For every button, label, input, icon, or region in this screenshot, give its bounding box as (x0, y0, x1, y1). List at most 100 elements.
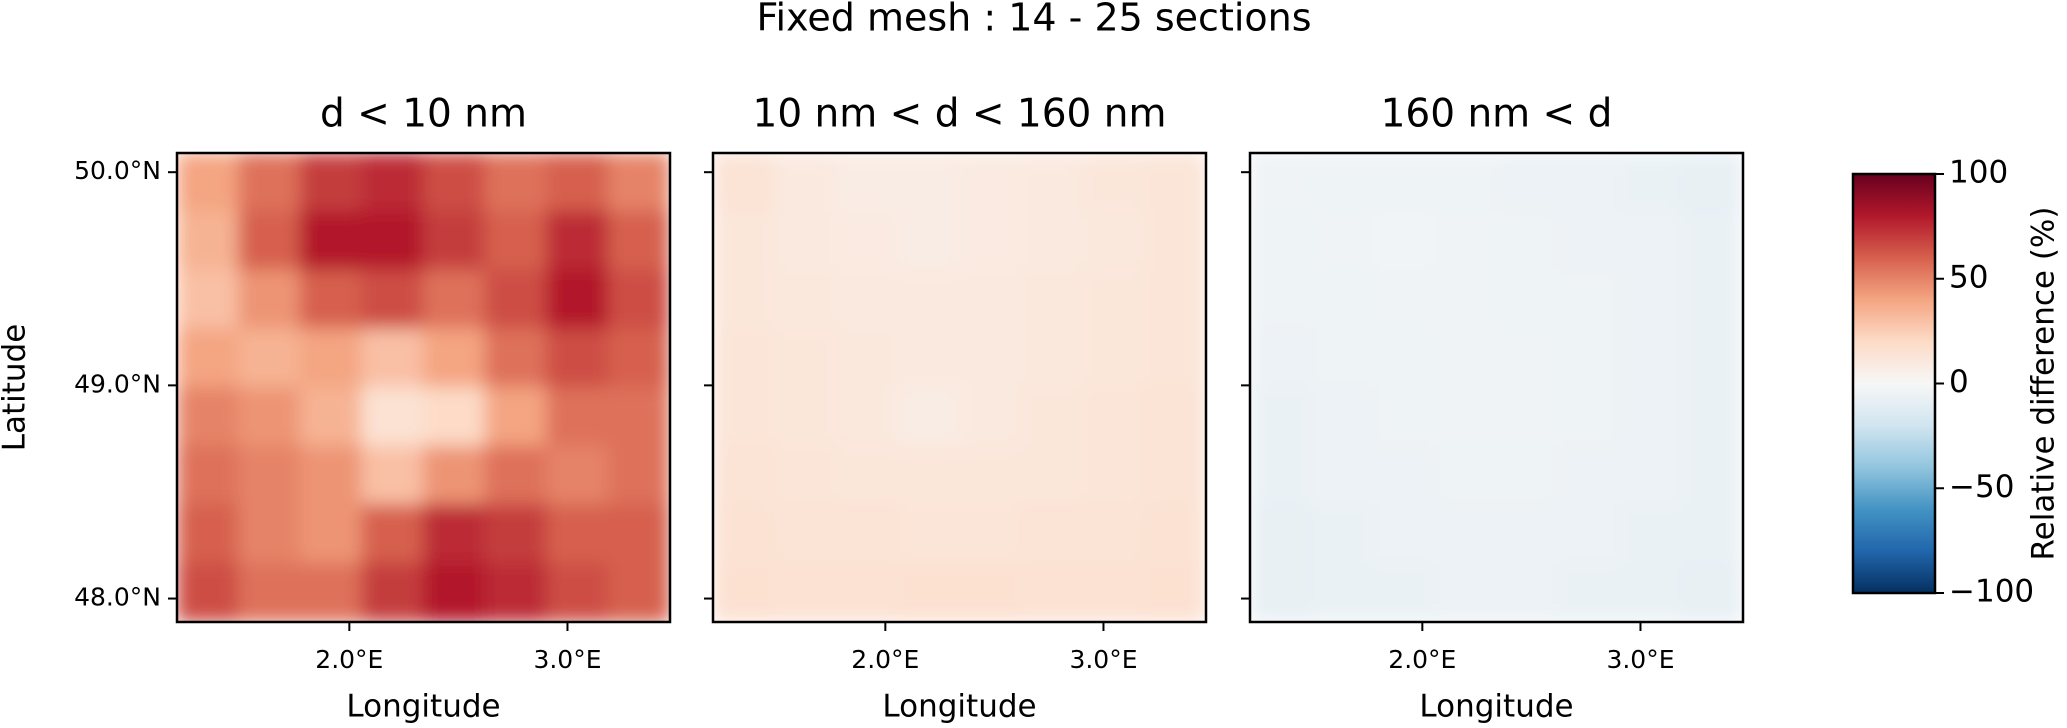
heatmap-cell (1680, 562, 1743, 622)
heatmap-cell (1434, 504, 1497, 564)
panel-title: 160 nm < d (1381, 92, 1613, 137)
heatmap-cell (484, 562, 548, 622)
heatmap-cell (1020, 445, 1084, 506)
heatmap-cell (1311, 153, 1374, 213)
colorbar-tick-label: 100 (1949, 155, 2008, 191)
plot-frame (711, 151, 1208, 624)
heatmap-cell (1143, 387, 1206, 447)
heatmap-cell (897, 269, 960, 330)
heatmap-cell (959, 328, 1022, 388)
heatmap-cell (959, 387, 1022, 447)
heatmap-cell (361, 562, 424, 622)
heatmap-cell (299, 562, 363, 622)
colorbar-tick-label: 0 (1949, 364, 1969, 400)
heatmap-cell (1496, 562, 1559, 622)
y-axis-label: Latitude (0, 324, 33, 452)
heatmap-area (177, 153, 670, 622)
heatmap-cell (238, 445, 301, 506)
heatmap-cell (1372, 211, 1436, 271)
heatmap-cell (1143, 562, 1206, 622)
heatmap-cell (1496, 153, 1559, 213)
heatmap-cell (361, 211, 424, 271)
heatmap-cell (1434, 445, 1497, 506)
heatmap-cell (1619, 504, 1682, 564)
heatmap-cell (713, 153, 776, 213)
panel-title: 10 nm < d < 160 nm (753, 92, 1167, 137)
heatmap-cell (1143, 269, 1206, 330)
panel-title: d < 10 nm (320, 92, 527, 137)
heatmap-cell (774, 387, 837, 447)
heatmap-cell (959, 153, 1022, 213)
heatmap-cell (1619, 445, 1682, 506)
heatmap-cell (1020, 387, 1084, 447)
heatmap-cell (1434, 328, 1497, 388)
heatmap-cell (1619, 387, 1682, 447)
heatmap-cell (1496, 387, 1559, 447)
heatmap-cell (299, 153, 363, 213)
heatmap-area (713, 153, 1206, 622)
colorbar-tick-label: −50 (1949, 469, 2014, 505)
heatmap-cell (238, 504, 301, 564)
heatmap-cell (1680, 328, 1743, 388)
heatmap-cell (607, 562, 670, 622)
heatmap-cell (1680, 387, 1743, 447)
heatmap-area (1250, 153, 1743, 622)
heatmap-cell (1557, 269, 1621, 330)
heatmap-cell (1311, 387, 1374, 447)
heatmap-cell (423, 445, 486, 506)
heatmap-cell (484, 328, 548, 388)
y-tick-label: 50.0°N (74, 156, 161, 185)
heatmap-cell (1557, 153, 1621, 213)
x-axis-label: Longitude (346, 689, 500, 725)
heatmap-cell (1372, 328, 1436, 388)
colorbar (1851, 172, 1937, 595)
heatmap-cell (1680, 504, 1743, 564)
heatmap-cell (1250, 445, 1313, 506)
heatmap-cell (607, 269, 670, 330)
heatmap-cell (835, 504, 899, 564)
heatmap-cell (423, 504, 486, 564)
heatmap-cell (177, 269, 240, 330)
heatmap-cell (546, 562, 609, 622)
heatmap-cell (1496, 211, 1559, 271)
heatmap-cell (607, 211, 670, 271)
heatmap-cell (835, 562, 899, 622)
heatmap-cell (835, 269, 899, 330)
heatmap-cell (1082, 562, 1145, 622)
heatmap-cell (423, 211, 486, 271)
heatmap-cell (1680, 153, 1743, 213)
heatmap-cell (774, 211, 837, 271)
heatmap-cell (423, 153, 486, 213)
x-tick-label: 3.0°E (1606, 645, 1674, 674)
heatmap-cell (1311, 328, 1374, 388)
heatmap-cell (1372, 153, 1436, 213)
heatmap-cell (484, 387, 548, 447)
heatmap-cell (835, 153, 899, 213)
heatmap-cell (713, 328, 776, 388)
heatmap-cell (774, 269, 837, 330)
heatmap-cell (1496, 328, 1559, 388)
heatmap-cell (423, 562, 486, 622)
heatmap-cell (897, 562, 960, 622)
heatmap-cell (1434, 211, 1497, 271)
heatmap-cell (1557, 504, 1621, 564)
heatmap-cell (546, 504, 609, 564)
heatmap-cell (1082, 269, 1145, 330)
x-axis-label: Longitude (1419, 689, 1573, 725)
heatmap-cell (1020, 211, 1084, 271)
heatmap-cell (1434, 153, 1497, 213)
heatmap-cell (299, 328, 363, 388)
x-tick-label: 2.0°E (851, 645, 919, 674)
heatmap-cell (1372, 387, 1436, 447)
heatmap-cell (835, 328, 899, 388)
heatmap-cell (1680, 269, 1743, 330)
heatmap-cell (361, 445, 424, 506)
colorbar-tick-label: −100 (1949, 574, 2034, 610)
heatmap-cell (897, 504, 960, 564)
heatmap-cell (177, 445, 240, 506)
heatmap-cell (1619, 211, 1682, 271)
heatmap-cell (1311, 504, 1374, 564)
heatmap-cell (1143, 445, 1206, 506)
heatmap-cell (1434, 387, 1497, 447)
heatmap-cell (546, 328, 609, 388)
